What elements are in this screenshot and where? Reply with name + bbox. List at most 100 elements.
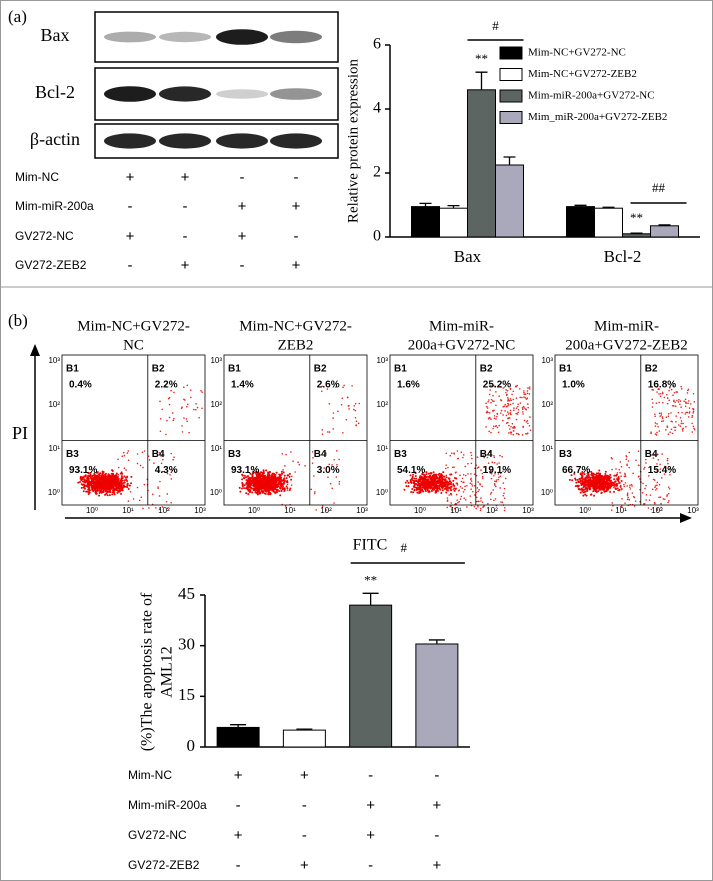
event-dot (490, 498, 492, 500)
event-dot (659, 413, 661, 415)
y-tick-label: 15 (178, 685, 195, 704)
quadrant-percent: 54.1% (397, 465, 425, 476)
event-dot (89, 492, 91, 494)
event-dot (405, 482, 407, 484)
event-dot (518, 409, 520, 411)
panel-label: (a) (8, 7, 27, 26)
event-dot (439, 475, 441, 477)
event-dot (529, 386, 531, 388)
quadrant-percent: 19.1% (483, 465, 511, 476)
event-dot (280, 490, 282, 492)
event-dot (405, 485, 407, 487)
event-dot (582, 489, 584, 491)
condition-label: Mim-NC (128, 768, 172, 782)
event-dot (149, 459, 151, 461)
event-dot (642, 483, 644, 485)
event-dot (403, 489, 405, 491)
event-dot (159, 495, 161, 497)
x-tick-label: Bcl-2 (604, 247, 642, 266)
x-tick-label: 10⁰ (414, 506, 426, 515)
dot-cloud (239, 385, 360, 511)
event-dot (451, 494, 453, 496)
condition-label: Mim-miR-200a (128, 798, 207, 812)
event-dot (516, 397, 518, 399)
event-dot (243, 477, 245, 479)
event-dot (466, 506, 468, 508)
event-dot (261, 487, 263, 489)
event-dot (500, 412, 502, 414)
event-dot (680, 417, 682, 419)
y-tick-label: 10¹ (541, 444, 553, 453)
event-dot (660, 412, 662, 414)
event-dot (508, 432, 510, 434)
x-tick-label: 10¹ (615, 506, 627, 515)
event-dot (342, 432, 344, 434)
event-dot (276, 486, 278, 488)
event-dot (247, 493, 249, 495)
event-dot (482, 501, 484, 503)
event-dot (333, 502, 335, 504)
event-dot (693, 393, 695, 395)
event-dot (496, 479, 498, 481)
quadrant-name: B3 (559, 449, 572, 460)
event-dot (128, 500, 130, 502)
event-dot (466, 485, 468, 487)
event-dot (170, 502, 172, 504)
event-dot (188, 432, 190, 434)
event-dot (470, 452, 472, 454)
event-dot (681, 412, 683, 414)
event-dot (571, 479, 573, 481)
event-dot (645, 462, 647, 464)
event-dot (480, 497, 482, 499)
event-dot (675, 415, 677, 417)
event-dot (650, 494, 652, 496)
event-dot (478, 501, 480, 503)
event-dot (173, 418, 175, 420)
blot-band (270, 133, 322, 148)
error-bar (476, 72, 488, 90)
event-dot (322, 429, 324, 431)
event-dot (511, 431, 513, 433)
event-dot (510, 404, 512, 406)
condition-sign: + (292, 198, 301, 215)
event-dot (589, 488, 591, 490)
event-dot (499, 455, 501, 457)
event-dot (111, 473, 113, 475)
event-dot (128, 488, 130, 490)
event-dot (658, 393, 660, 395)
event-dot (496, 481, 498, 483)
event-dot (663, 420, 665, 422)
event-dot (269, 485, 271, 487)
event-dot (457, 458, 459, 460)
x-tick-label: 10¹ (122, 506, 134, 515)
event-dot (610, 482, 612, 484)
event-dot (283, 490, 285, 492)
event-dot (422, 483, 424, 485)
quadrant-name: B4 (645, 449, 658, 460)
event-dot (526, 433, 528, 435)
event-dot (501, 410, 503, 412)
event-dot (346, 419, 348, 421)
event-dot (530, 429, 532, 431)
event-dot (281, 484, 283, 486)
y-tick-label: 2 (373, 164, 381, 181)
event-dot (600, 481, 602, 483)
event-dot (661, 477, 663, 479)
event-dot (110, 478, 112, 480)
dot-cloud (77, 385, 203, 511)
event-dot (685, 426, 687, 428)
event-dot (646, 494, 648, 496)
y-tick-label: 10³ (541, 356, 553, 365)
event-dot (427, 491, 429, 493)
event-dot (657, 426, 659, 428)
event-dot (675, 426, 677, 428)
y-tick-label: 10⁰ (376, 488, 388, 497)
event-dot (425, 473, 427, 475)
event-dot (181, 407, 183, 409)
event-dot (112, 478, 114, 480)
event-dot (585, 477, 587, 479)
event-dot (173, 456, 175, 458)
event-dot (290, 479, 292, 481)
event-dot (470, 488, 472, 490)
event-dot (249, 489, 251, 491)
